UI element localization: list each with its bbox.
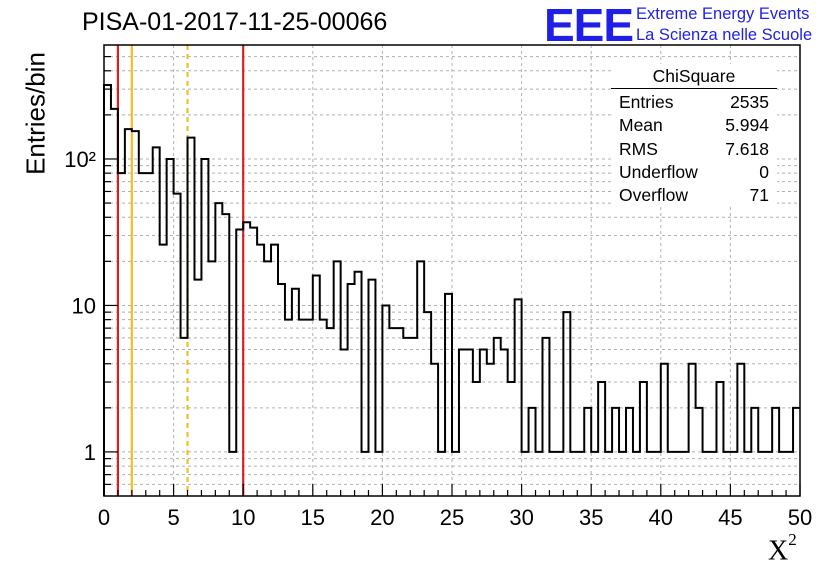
x-tick-label: 10 [231, 505, 255, 530]
stats-value: 0 [759, 161, 769, 182]
x-axis-ticks: 0 5 10 15 20 25 30 35 40 45 50 [98, 484, 812, 530]
x-tick-label: 5 [167, 505, 179, 530]
histogram-outline [103, 83, 800, 496]
stats-box: ChiSquare Entries 2535 Mean 5.994 RMS 7.… [611, 64, 777, 208]
stats-label: Mean [619, 115, 663, 136]
x-tick-label: 25 [440, 505, 464, 530]
x-tick-label: 35 [579, 505, 603, 530]
stats-title: ChiSquare [611, 64, 777, 89]
logo-line-2: La Scienza nelle Scuole [636, 26, 813, 44]
stats-row-rms: RMS 7.618 [611, 138, 777, 161]
stats-value: 7.618 [725, 138, 769, 159]
stats-row-mean: Mean 5.994 [611, 114, 777, 137]
x-tick-label: 20 [370, 505, 394, 530]
y-tick-label: 10 [72, 293, 96, 318]
logo-line-1: Extreme Energy Events [636, 5, 810, 23]
stats-row-underflow: Underflow 0 [611, 161, 777, 184]
stats-label: Underflow [619, 161, 698, 182]
x-tick-label: 0 [98, 505, 110, 530]
stats-label: Entries [619, 92, 674, 112]
x-tick-label: 45 [718, 505, 742, 530]
stats-label: Overflow [619, 185, 689, 206]
stats-row-entries: Entries 2535 [611, 91, 777, 114]
x-tick-label: 30 [509, 505, 533, 530]
y-tick-label: 1 [84, 440, 96, 465]
x-axis-label: X2 [768, 530, 797, 567]
stats-value: 5.994 [725, 115, 769, 136]
chart-title: PISA-01-2017-11-25-00066 [82, 8, 388, 36]
stats-value: 71 [749, 185, 769, 206]
y-axis-label: Entries/bin [20, 52, 51, 175]
eee-logo-mark: EEE [544, 0, 634, 51]
x-tick-label: 50 [788, 505, 812, 530]
stats-row-overflow: Overflow 71 [611, 184, 777, 207]
y-axis-ticks: 1 10 10² [64, 55, 118, 486]
y-tick-label: 10² [64, 147, 96, 172]
x-tick-label: 15 [301, 505, 325, 530]
stats-label: RMS [619, 138, 658, 159]
stats-value: 2535 [730, 92, 769, 112]
x-tick-label: 40 [649, 505, 673, 530]
